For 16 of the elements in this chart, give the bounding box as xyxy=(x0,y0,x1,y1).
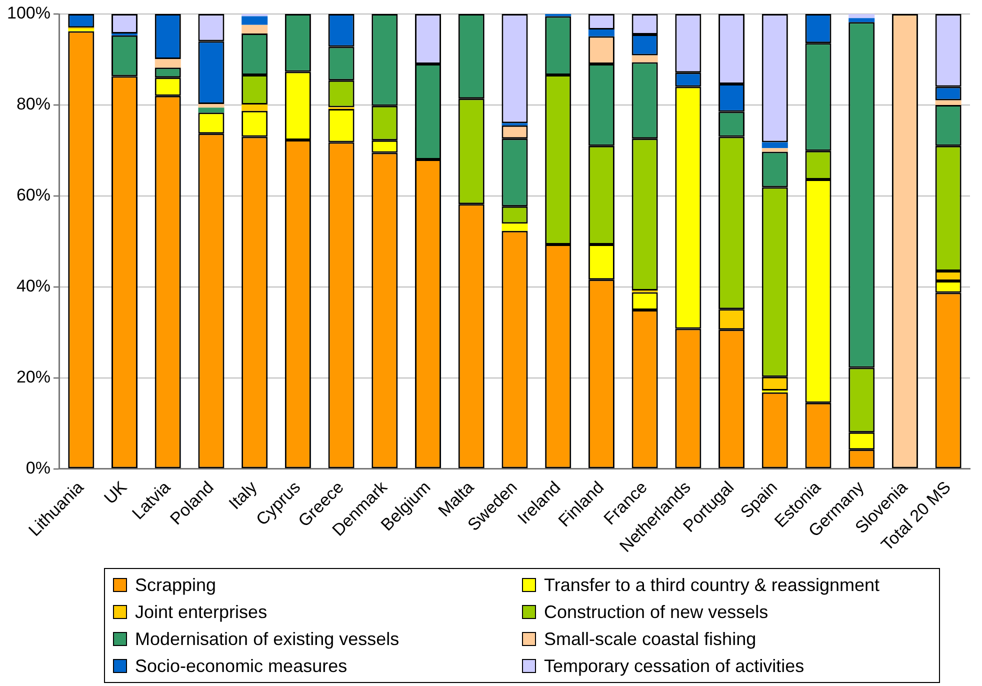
y-tick-label: 60% xyxy=(16,186,50,205)
legend-label: Small-scale coastal fishing xyxy=(544,628,756,650)
legend-label: Construction of new vessels xyxy=(544,602,768,622)
legend-label: Transfer to a third country & reassignment xyxy=(544,574,880,596)
legend-label: Temporary cessation of activities xyxy=(544,656,804,676)
y-tick-label: 100% xyxy=(6,4,50,23)
x-tick-label: Italy xyxy=(225,477,262,514)
y-tick-label: 0% xyxy=(26,458,50,478)
y-tick-label: 40% xyxy=(16,276,50,296)
legend-label: Scrapping xyxy=(135,574,216,596)
legend-label: Joint enterprises xyxy=(135,602,268,622)
y-tick-label: 80% xyxy=(16,94,50,114)
y-tick-label: 20% xyxy=(16,367,50,386)
x-tick-label: UK xyxy=(100,477,132,508)
legend-label: Socio-economic measures xyxy=(135,656,348,676)
legend-label: Modernisation of existing vessels xyxy=(135,628,400,650)
